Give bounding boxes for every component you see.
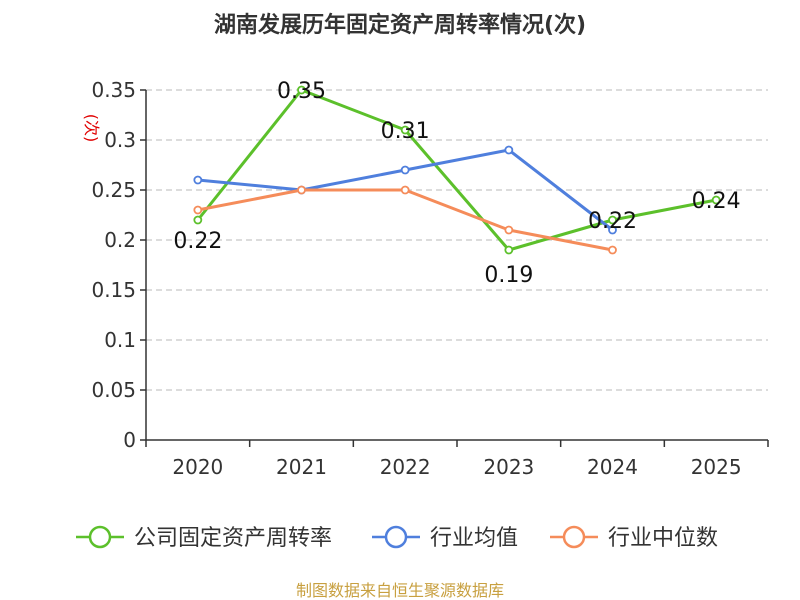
- series-line-0: [196, 88, 717, 252]
- x-tick-label: 2023: [483, 455, 534, 479]
- source-note: 制图数据来自恒生聚源数据库: [296, 581, 504, 600]
- data-point-s0-2: [400, 125, 410, 135]
- data-labels: 0.22 0.35 0.31 0.19 0.22 0.24: [173, 79, 740, 288]
- data-point-s2-1: [297, 185, 306, 195]
- y-tick-label: 0.3: [104, 128, 136, 152]
- data-point-s0-1: [297, 85, 306, 95]
- y-tick-label: 0.15: [91, 278, 136, 302]
- data-label: 0.19: [484, 263, 533, 288]
- legend-label-0: 公司固定资产周转率: [134, 526, 332, 551]
- legend-marker-0: [88, 525, 112, 549]
- legend-label-2: 行业中位数: [608, 526, 718, 551]
- y-tick-label: 0.35: [91, 78, 136, 102]
- data-point-s0-4: [608, 215, 617, 225]
- x-tick-label: 2021: [276, 455, 327, 479]
- data-label: 0.35: [277, 79, 326, 104]
- data-point-s0-0: [193, 215, 203, 225]
- data-point-s0-3: [504, 245, 514, 255]
- series-lines: [193, 85, 721, 255]
- data-point-s2-4: [608, 245, 617, 255]
- legend-marker-2: [562, 525, 586, 549]
- x-tick-label: 2025: [691, 455, 742, 479]
- data-label: 0.31: [381, 119, 430, 144]
- legend: 公司固定资产周转率 行业均值 行业中位数: [76, 525, 718, 551]
- y-tick-label: 0.2: [104, 228, 136, 252]
- y-axis-label: (次): [82, 114, 101, 143]
- data-point-s1-0: [193, 175, 203, 185]
- y-tick-label: 0.05: [91, 378, 136, 402]
- data-point-s1-2: [400, 165, 410, 175]
- data-point-s2-0: [193, 205, 203, 215]
- chart-title: 湖南发展历年固定资产周转率情况(次): [214, 12, 586, 38]
- data-point-s2-3: [504, 225, 514, 235]
- series-line-2: [197, 188, 613, 252]
- x-tick-label: 2020: [172, 455, 223, 479]
- data-label: 0.24: [692, 189, 741, 214]
- x-tick-label: 2024: [587, 455, 638, 479]
- data-point-s0-5: [711, 195, 721, 205]
- data-point-s2-2: [400, 185, 410, 195]
- x-tick-label: 2022: [380, 455, 431, 479]
- legend-label-1: 行业均值: [430, 526, 518, 551]
- y-tick-label: 0.1: [104, 328, 136, 352]
- data-point-s1-4: [608, 225, 617, 235]
- legend-marker-1: [384, 525, 408, 549]
- y-tick-label: 0.25: [91, 178, 136, 202]
- data-point-s1-3: [504, 145, 514, 155]
- axes: 0 0.05 0.1 0.15 0.2 0.25 0.3 0.35 2020 2021 2022 20…: [91, 78, 769, 479]
- data-label: 0.22: [173, 229, 222, 254]
- y-tick-label: 0: [123, 428, 136, 452]
- grid-lines: [146, 89, 768, 391]
- data-label: 0.22: [588, 209, 637, 234]
